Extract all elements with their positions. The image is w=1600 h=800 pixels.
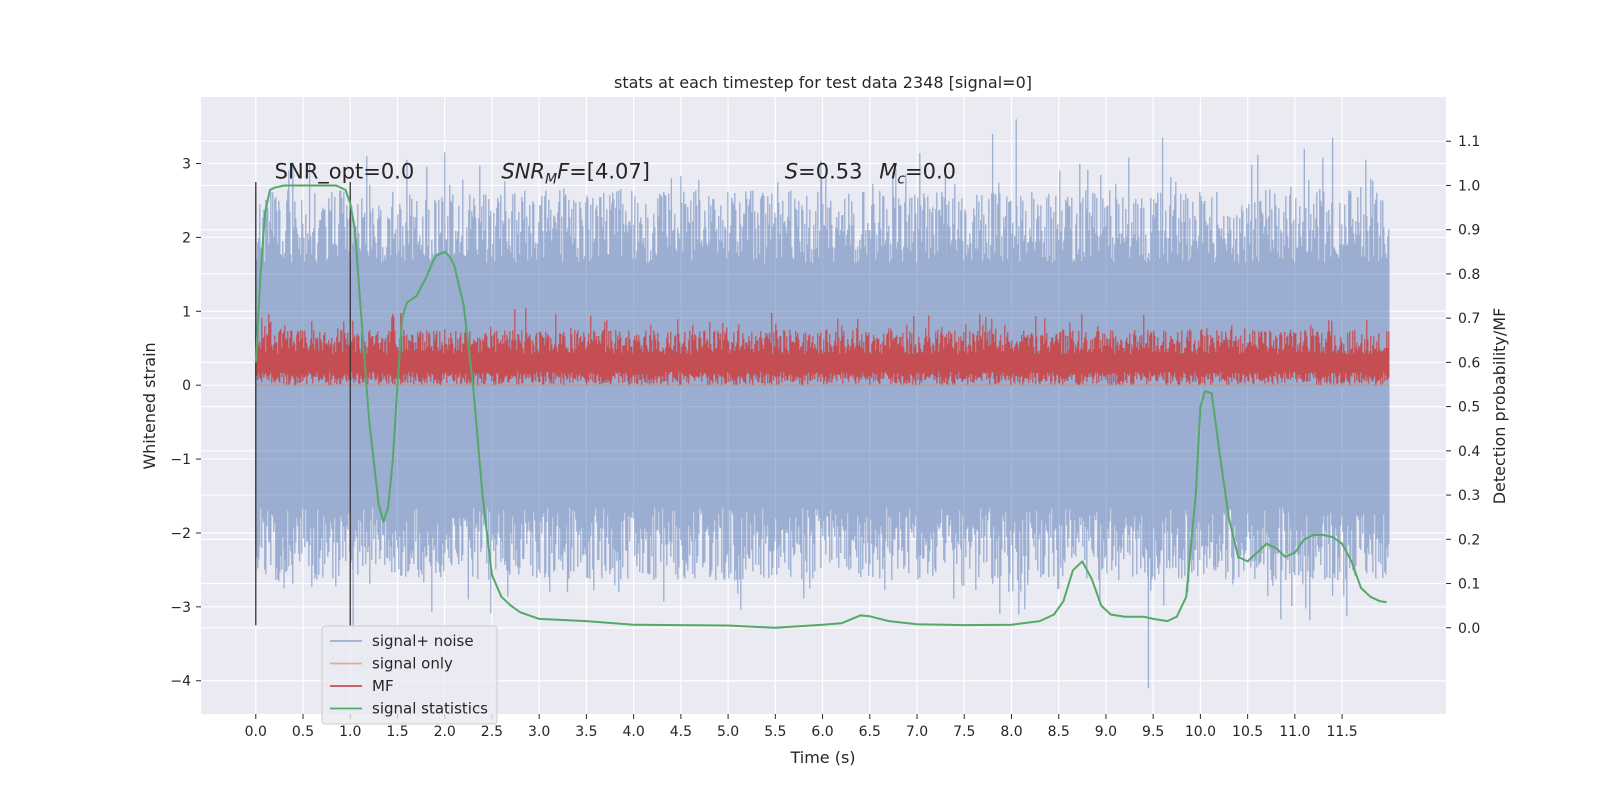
- y-tick-label: 0: [182, 378, 191, 394]
- legend-label: signal only: [372, 655, 453, 673]
- x-tick-label: 8.0: [1000, 724, 1022, 740]
- y2-tick-label: 0.0: [1458, 621, 1480, 637]
- x-tick-label: 6.5: [859, 724, 881, 740]
- x-tick-label: 7.5: [953, 724, 975, 740]
- y-tick-label: 1: [182, 304, 191, 320]
- x-tick-label: 1.5: [386, 724, 408, 740]
- y2-tick-labels: 0.0 0.1 0.2 0.3 0.4 0.5 0.6 0.7 0.8 0.9 1.0 1.1: [1446, 134, 1480, 637]
- series-signal-statistics: [254, 184, 1387, 629]
- x-tick-label: 0.0: [245, 724, 267, 740]
- y2-tick-label: 0.6: [1458, 355, 1480, 371]
- y-tick-label: −1: [170, 452, 191, 468]
- legend: signal+ noise signal only MF signal statist…: [321, 625, 498, 725]
- x-tick-label: 3.0: [528, 724, 550, 740]
- legend-signal-only: signal only: [330, 655, 453, 673]
- legend-label: signal+ noise: [372, 632, 474, 650]
- x-tick-label: 11.0: [1279, 724, 1310, 740]
- y2-tick-label: 0.3: [1458, 488, 1480, 504]
- x-tick-label: 11.5: [1327, 724, 1358, 740]
- annotation-mc-sub: c: [897, 171, 905, 187]
- annotation-snr-opt-label: SNR_opt: [275, 159, 364, 184]
- legend-mf: MF: [330, 677, 394, 695]
- signal-statistics-line: [254, 184, 1387, 629]
- y2-tick-label: 0.9: [1458, 223, 1480, 239]
- annotation-snr-opt: SNR_opt=0.0: [275, 159, 415, 184]
- annotation-mc-base: M: [879, 159, 897, 183]
- y2-tick-label: 0.2: [1458, 532, 1480, 548]
- legend-signal-noise: signal+ noise: [330, 632, 474, 650]
- x-tick-label: 4.5: [670, 724, 692, 740]
- y2-tick-label: 1.1: [1458, 134, 1480, 150]
- legend-label: MF: [372, 677, 394, 695]
- x-axis-title: Time (s): [789, 748, 855, 767]
- x-tick-label: 10.5: [1232, 724, 1263, 740]
- annotation-snr-mf-sub: M: [545, 171, 557, 187]
- x-tick-label: 9.5: [1142, 724, 1164, 740]
- y2-tick-label: 0.4: [1458, 444, 1480, 460]
- x-tick-label: 3.5: [575, 724, 597, 740]
- annotation-snr-mf-value: =[4.07]: [569, 159, 650, 183]
- annotation-mc-value: =0.0: [905, 159, 956, 183]
- y-tick-labels: −4 −3 −2 −1 0 1 2 3: [170, 157, 201, 690]
- x-tick-label: 1.0: [339, 724, 361, 740]
- y2-tick-label: 0.7: [1458, 311, 1480, 327]
- x-tick-label: 0.5: [292, 724, 314, 740]
- legend-label: signal statistics: [372, 700, 488, 718]
- x-tick-label: 4.0: [622, 724, 644, 740]
- x-tick-label: 10.0: [1185, 724, 1216, 740]
- x-tick-label: 6.0: [811, 724, 833, 740]
- x-tick-label: 5.5: [764, 724, 786, 740]
- annotation-snr-mf: SNRMF=[4.07]: [501, 159, 650, 187]
- y2-tick-label: 0.5: [1458, 400, 1480, 416]
- y2-tick-label: 1.0: [1458, 178, 1480, 194]
- annotation-s-value: =0.53: [798, 159, 862, 183]
- legend-box: [321, 625, 498, 725]
- annotation-snr-opt-value: =0.0: [363, 159, 414, 183]
- annotation-snr-mf-base: SNR: [501, 159, 545, 183]
- x-tick-label: 7.0: [906, 724, 928, 740]
- y-tick-label: 2: [182, 230, 191, 246]
- annotation-snr-mf-tail: F: [557, 159, 570, 183]
- y-tick-label: 3: [182, 157, 191, 173]
- x-tick-label: 2.5: [481, 724, 503, 740]
- x-tick-labels: 0.0 0.5 1.0 1.5 2.0 2.5 3.0 3.5 4.0 4.5 5.0 5.5 6.0 6…: [245, 714, 1358, 740]
- vertical-markers: [255, 181, 351, 626]
- y2-tick-label: 0.8: [1458, 267, 1480, 283]
- legend-signal-statistics: signal statistics: [330, 700, 488, 718]
- x-tick-label: 2.0: [434, 724, 456, 740]
- y-tick-label: −2: [170, 526, 191, 542]
- x-tick-label: 8.5: [1048, 724, 1070, 740]
- y-tick-label: −3: [170, 600, 191, 616]
- x-tick-label: 5.0: [717, 724, 739, 740]
- y2-axis-title: Detection probability/MF: [1490, 308, 1509, 505]
- chart-title: stats at each timestep for test data 234…: [614, 73, 1032, 92]
- annotation-statistic-s: S=0.53: [785, 159, 863, 183]
- annotation-s-symbol: S: [785, 159, 798, 183]
- x-tick-label: 9.0: [1095, 724, 1117, 740]
- y2-tick-label: 0.1: [1458, 577, 1480, 593]
- y-tick-label: −4: [170, 674, 191, 690]
- annotation-chirp-mass: Mc=0.0: [879, 159, 956, 187]
- y-axis-title: Whitened strain: [140, 342, 159, 469]
- annotations: SNR_opt=0.0 SNRMF=[4.07] S=0.53 Mc=0.0: [275, 159, 956, 187]
